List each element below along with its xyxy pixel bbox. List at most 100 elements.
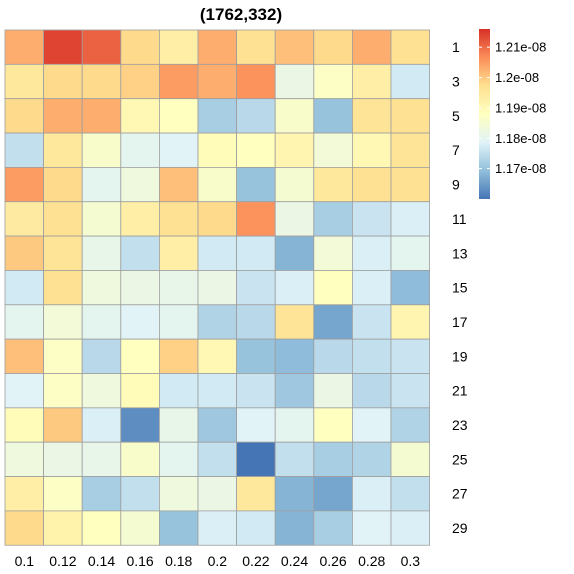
x-tick-label: 0.12 xyxy=(49,553,76,569)
heatmap-cell xyxy=(158,63,199,100)
heatmap-cell xyxy=(158,441,199,477)
heatmap-cell xyxy=(313,476,353,512)
heatmap-cell xyxy=(4,235,44,271)
heatmap-cell xyxy=(236,166,276,203)
heatmap-cell xyxy=(43,63,83,100)
heatmap-cell xyxy=(4,29,44,65)
heatmap-cell xyxy=(158,270,199,306)
heatmap-cell xyxy=(4,476,44,512)
heatmap-cell xyxy=(158,29,199,65)
heatmap-cell xyxy=(313,29,353,65)
heatmap-cell xyxy=(197,373,237,409)
heatmap-cell xyxy=(43,510,83,546)
heatmap-cell xyxy=(43,235,83,271)
heatmap-cell xyxy=(120,166,160,203)
heatmap-cell xyxy=(390,235,430,271)
heatmap-cell xyxy=(43,270,83,306)
heatmap-cell xyxy=(313,304,353,340)
heatmap-cell xyxy=(81,166,122,203)
x-axis-labels: 0.1 0.12 0.14 0.16 0.18 0.2 0.22 0.24 0.26 0.28 0.… xyxy=(15,553,421,569)
heatmap-cell xyxy=(390,29,430,65)
heatmap-cell xyxy=(274,63,315,100)
heatmap-cell xyxy=(197,407,237,443)
heatmap-cell xyxy=(313,98,353,134)
heatmap-cell xyxy=(236,63,276,100)
legend-tick-label: 1.21e-08 xyxy=(495,40,546,55)
heatmap-cell xyxy=(313,338,353,374)
heatmap-cell xyxy=(313,235,353,271)
heatmap-cell xyxy=(197,132,237,168)
heatmap-cell xyxy=(197,304,237,340)
heatmap-cell xyxy=(351,407,392,443)
y-tick-label: 23 xyxy=(452,417,468,433)
heatmap-cell xyxy=(390,441,430,477)
heatmap-cell xyxy=(274,338,315,374)
legend-tick-label: 1.17e-08 xyxy=(495,161,546,176)
heatmap-cell xyxy=(274,201,315,237)
heatmap-cell xyxy=(390,270,430,306)
heatmap-cell xyxy=(120,235,160,271)
heatmap-cell xyxy=(274,373,315,409)
y-tick-label: 11 xyxy=(452,211,467,227)
heatmap-cell xyxy=(313,270,353,306)
heatmap-cell xyxy=(351,441,392,477)
heatmap-cell xyxy=(274,510,315,546)
heatmap-cell xyxy=(43,98,83,134)
heatmap-cell xyxy=(313,407,353,443)
heatmap-cell xyxy=(43,166,83,203)
heatmap-cell xyxy=(197,63,237,100)
heatmap-cell xyxy=(120,407,160,443)
heatmap-cell xyxy=(120,98,160,134)
heatmap-cell xyxy=(274,29,315,65)
heatmap-cell xyxy=(4,201,44,237)
heatmap-cell xyxy=(120,338,160,374)
y-tick-label: 25 xyxy=(452,451,468,467)
heatmap-cell xyxy=(197,476,237,512)
heatmap-cells xyxy=(4,29,430,546)
heatmap-cell xyxy=(81,132,122,168)
heatmap-cell xyxy=(158,166,199,203)
heatmap-cell xyxy=(43,304,83,340)
heatmap-cell xyxy=(236,476,276,512)
y-tick-label: 1 xyxy=(452,39,460,55)
heatmap-cell xyxy=(158,510,199,546)
color-legend: 1.21e-08 1.2e-08 1.19e-08 1.18e-08 1.17e-08 xyxy=(479,29,546,199)
y-tick-label: 7 xyxy=(452,142,460,158)
x-tick-label: 0.3 xyxy=(401,553,421,569)
heatmap-cell xyxy=(351,132,392,168)
x-tick-label: 0.16 xyxy=(126,553,153,569)
heatmap-cell xyxy=(120,63,160,100)
heatmap-cell xyxy=(274,132,315,168)
heatmap-cell xyxy=(313,63,353,100)
heatmap-cell xyxy=(120,510,160,546)
heatmap-cell xyxy=(81,373,122,409)
heatmap-cell xyxy=(236,201,276,237)
heatmap-cell xyxy=(4,441,44,477)
x-tick-label: 0.26 xyxy=(319,553,346,569)
y-tick-label: 13 xyxy=(452,245,468,261)
heatmap-cell xyxy=(197,166,237,203)
heatmap-cell xyxy=(197,98,237,134)
heatmap-cell xyxy=(390,304,430,340)
y-tick-label: 17 xyxy=(452,314,468,330)
heatmap-cell xyxy=(351,338,392,374)
heatmap-cell xyxy=(197,235,237,271)
heatmap-cell xyxy=(120,132,160,168)
heatmap-cell xyxy=(158,201,199,237)
heatmap-cell xyxy=(274,98,315,134)
legend-color-bar xyxy=(479,29,490,199)
heatmap-cell xyxy=(81,476,122,512)
x-tick-label: 0.2 xyxy=(208,553,228,569)
heatmap-cell xyxy=(313,132,353,168)
heatmap-cell xyxy=(81,304,122,340)
heatmap-cell xyxy=(158,304,199,340)
heatmap-cell xyxy=(81,98,122,134)
heatmap-cell xyxy=(81,510,122,546)
y-tick-label: 29 xyxy=(452,520,468,536)
heatmap-cell xyxy=(390,201,430,237)
y-tick-label: 3 xyxy=(452,74,460,90)
heatmap-cell xyxy=(120,476,160,512)
heatmap-cell xyxy=(120,441,160,477)
